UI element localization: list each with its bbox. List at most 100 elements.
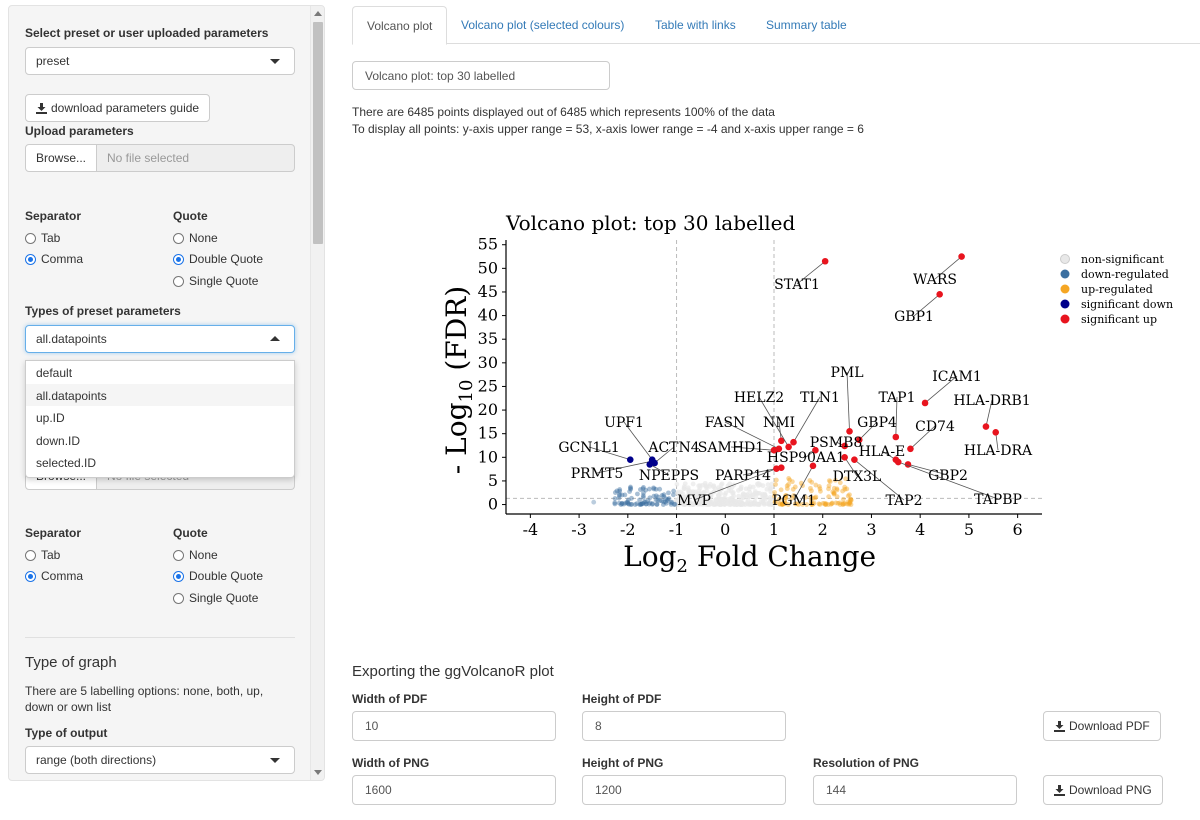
height-png-input[interactable]: 1200 (582, 775, 786, 805)
output-type-label: Type of output (25, 726, 108, 740)
gene-label: TAPBP (974, 492, 1022, 508)
gene-label: HLA-E (859, 444, 906, 460)
up-regulated-point (822, 501, 828, 506)
up-regulated-point (841, 500, 847, 506)
non-significant-point (762, 491, 768, 497)
down-regulated-point (666, 496, 672, 501)
dropdown-option[interactable]: up.ID (36, 411, 65, 425)
dropdown-option[interactable]: all.datapoints (26, 383, 294, 406)
types-preset-dropdown[interactable]: all.datapoints (25, 325, 295, 353)
resolution-png-input[interactable]: 144 (813, 775, 1017, 805)
y-axis-label: - Log10 (FDR) (440, 286, 477, 474)
gene-label: TAP2 (885, 493, 922, 509)
plot-title-input[interactable]: Volcano plot: top 30 labelled (352, 61, 610, 90)
non-significant-point (704, 488, 710, 494)
download-png-button[interactable]: Download PNG (1043, 775, 1163, 805)
down-regulated-point (619, 492, 625, 498)
gene-label: PML (830, 365, 863, 381)
quote-single-radio[interactable]: Single Quote (173, 274, 258, 288)
scroll-down-arrow-icon[interactable] (314, 770, 322, 775)
tab-table-with-links[interactable]: Table with links (655, 18, 736, 32)
up-regulated-point (773, 477, 779, 483)
select-params-dropdown[interactable]: preset (25, 47, 295, 75)
non-significant-point (756, 482, 761, 488)
quote-double-radio-2[interactable]: Double Quote (173, 569, 263, 583)
download-pdf-button[interactable]: Download PDF (1043, 711, 1161, 741)
gene-label: TLN1 (800, 390, 840, 406)
down-regulated-point (647, 495, 653, 501)
quote-single-radio-2[interactable]: Single Quote (173, 591, 258, 605)
down-regulated-point (668, 501, 674, 507)
non-significant-point (723, 490, 729, 496)
up-regulated-point (831, 490, 837, 496)
significant-up-point (992, 428, 1000, 436)
significant-up-point (921, 399, 929, 407)
tab-summary-table[interactable]: Summary table (766, 18, 847, 32)
browse-button[interactable]: Browse... (25, 144, 97, 172)
label-connector-line (844, 457, 858, 477)
dropdown-option[interactable]: default (36, 366, 73, 380)
separator-comma-radio[interactable]: Comma (25, 252, 83, 266)
down-regulated-point (640, 495, 646, 500)
non-significant-point (695, 501, 701, 507)
x-tick-label: 4 (915, 520, 925, 539)
down-regulated-point (619, 501, 625, 507)
non-significant-point (677, 496, 682, 501)
down-regulated-point (660, 502, 666, 507)
quote-none-radio[interactable]: None (173, 231, 218, 245)
scroll-up-arrow-icon[interactable] (314, 11, 322, 16)
graph-type-help: There are 5 labelling options: none, bot… (25, 684, 264, 714)
tab-volcano-plot-selected-colours[interactable]: Volcano plot (selected colours) (461, 18, 625, 32)
scroll-thumb[interactable] (313, 22, 323, 244)
up-regulated-point (794, 501, 800, 507)
sidebar-content: Select preset or user uploaded parameter… (9, 6, 312, 780)
up-regulated-point (826, 483, 832, 489)
down-regulated-point (628, 486, 634, 492)
dropdown-option[interactable]: down.ID (36, 433, 81, 448)
down-regulated-point (643, 487, 649, 493)
down-regulated-point (626, 497, 631, 503)
separator-comma-radio-2[interactable]: Comma (25, 569, 83, 583)
up-regulated-point (848, 496, 854, 502)
gene-label: CD74 (915, 419, 955, 435)
non-significant-point (762, 496, 768, 502)
down-regulated-point (651, 485, 656, 491)
output-type-dropdown[interactable]: range (both directions) (25, 746, 295, 774)
non-significant-point (741, 495, 746, 501)
sidebar-scrollbar[interactable] (310, 6, 324, 780)
down-regulated-point (643, 501, 649, 507)
up-regulated-point (837, 502, 843, 507)
label-connector-line (588, 446, 631, 461)
tab-volcano-plot[interactable]: Volcano plot (352, 6, 448, 45)
quote-none-radio-2[interactable]: None (173, 548, 218, 562)
quote-double-radio[interactable]: Double Quote (173, 252, 263, 266)
download-guide-button[interactable]: download parameters guide (25, 94, 211, 122)
up-regulated-point (809, 479, 815, 485)
separator-tab-radio-2[interactable]: Tab (25, 548, 60, 562)
download-png-label: Download PNG (1069, 783, 1152, 797)
up-regulated-point (779, 502, 785, 507)
width-pdf-input[interactable]: 10 (352, 711, 556, 741)
x-axis-label: Log2 Fold Change (623, 540, 876, 577)
width-png-input[interactable]: 1600 (352, 775, 556, 805)
height-pdf-input[interactable]: 8 (582, 711, 786, 741)
dropdown-option[interactable]: selected.ID (36, 456, 97, 470)
width-png-label: Width of PNG (352, 756, 430, 770)
up-regulated-point (823, 502, 829, 507)
up-regulated-point (825, 502, 831, 507)
y-tick-label: 55 (478, 235, 498, 254)
sidebar-panel[interactable]: Select preset or user uploaded parameter… (8, 5, 325, 781)
non-significant-point (681, 486, 687, 491)
gene-label: PARP14 (715, 468, 771, 484)
y-tick-label: 35 (478, 329, 498, 348)
types-preset-menu: default all.datapoints up.ID down.ID sel… (25, 360, 295, 478)
down-regulated-point (653, 493, 659, 499)
upload-params-file-input[interactable]: Browse... No file selected (25, 144, 295, 172)
down-regulated-point (655, 494, 661, 500)
x-tick-label: 3 (866, 520, 876, 539)
non-significant-point (697, 491, 703, 497)
up-regulated-point (817, 484, 822, 489)
separator-tab-radio[interactable]: Tab (25, 231, 60, 245)
non-significant-point (743, 486, 749, 492)
label-connector-line (854, 459, 905, 501)
